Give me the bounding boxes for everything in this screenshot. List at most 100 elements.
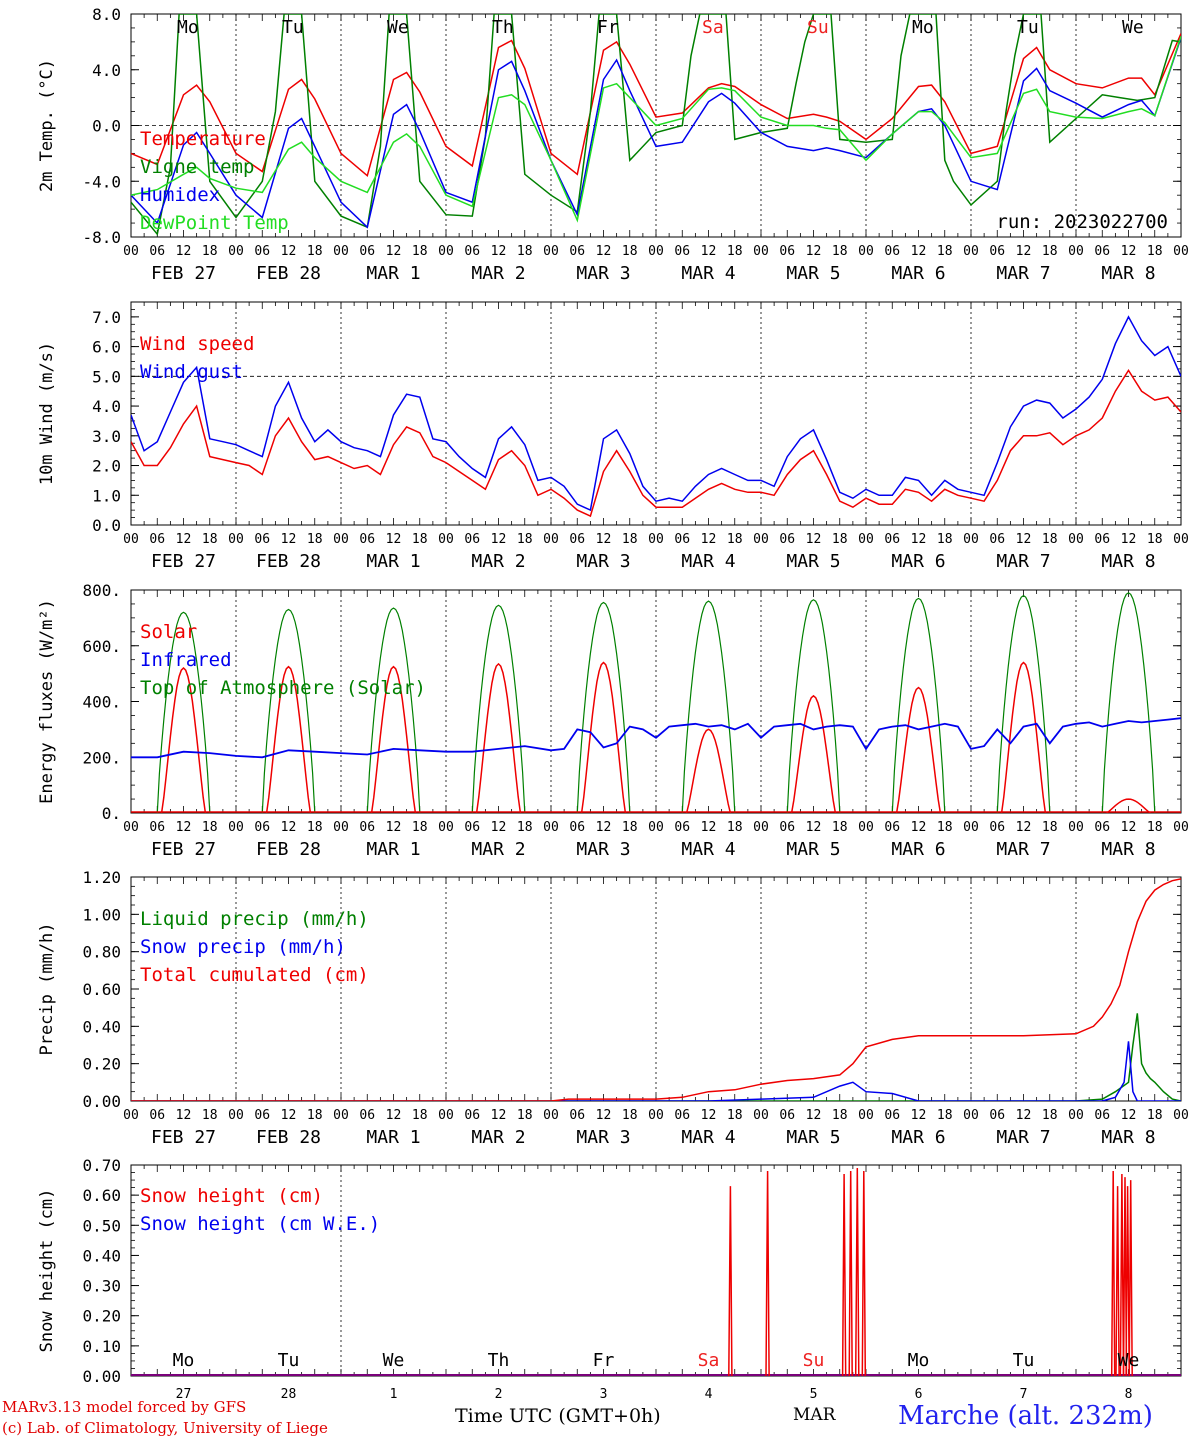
solar-day-7 xyxy=(790,694,837,813)
y-tick-label: 2.0 xyxy=(92,457,121,476)
day-label: MAR 2 xyxy=(471,839,525,860)
credit-line-1: MARv3.13 model forced by GFS xyxy=(2,1398,247,1416)
legend-entry: Humidex xyxy=(140,184,220,206)
weekday-label-bottom: Mo xyxy=(173,1350,195,1371)
y-tick-label: 0. xyxy=(102,804,121,823)
snow-spike xyxy=(854,1167,860,1376)
solar-day-1 xyxy=(160,666,207,813)
day-label: MAR 4 xyxy=(681,1127,735,1148)
day-label: MAR 7 xyxy=(996,839,1050,860)
hour-tick-label: 18 xyxy=(202,244,218,259)
y-tick-label: 0.70 xyxy=(82,1156,121,1175)
solar-day-4 xyxy=(475,662,522,813)
y-tick-label: 0.60 xyxy=(82,1186,121,1205)
hour-tick-label: 12 xyxy=(176,1108,192,1123)
hour-tick-label: 12 xyxy=(1016,820,1032,835)
y-tick-label: 0.50 xyxy=(82,1216,121,1235)
hour-tick-label: 12 xyxy=(701,1108,717,1123)
day-number-label: 4 xyxy=(705,1387,713,1402)
hour-tick-label: 18 xyxy=(517,820,533,835)
snow-spike xyxy=(765,1170,770,1376)
y-axis-label: Energy fluxes (W/m²) xyxy=(37,599,57,804)
hour-tick-label: 12 xyxy=(596,532,612,547)
hour-tick-label: 18 xyxy=(727,244,743,259)
weekday-label-top: We xyxy=(1122,17,1144,38)
hour-tick-label: 06 xyxy=(254,244,270,259)
hour-tick-label: 12 xyxy=(176,820,192,835)
hour-tick-label: 12 xyxy=(491,820,507,835)
day-label: FEB 28 xyxy=(256,1127,321,1148)
hour-tick-label: 00 xyxy=(333,1108,349,1123)
hour-tick-label: 12 xyxy=(806,820,822,835)
solar-day-10 xyxy=(1106,798,1151,813)
weekday-label-bottom: Su xyxy=(803,1350,825,1371)
hour-tick-label: 18 xyxy=(412,244,428,259)
hour-tick-label: 12 xyxy=(281,532,297,547)
hour-tick-label: 06 xyxy=(674,532,690,547)
hour-tick-label: 00 xyxy=(858,244,874,259)
hour-tick-label: 18 xyxy=(832,532,848,547)
hour-tick-label: 12 xyxy=(491,532,507,547)
legend-entry: Snow height (cm) xyxy=(140,1185,323,1207)
hour-tick-label: 18 xyxy=(622,820,638,835)
hour-tick-label: 18 xyxy=(832,1108,848,1123)
hour-tick-label: 06 xyxy=(359,532,375,547)
run-label: run: 2023022700 xyxy=(996,211,1168,233)
weekday-label-top: Tu xyxy=(1017,17,1039,38)
day-number-label: 8 xyxy=(1125,1387,1133,1402)
snow-spike xyxy=(1128,1180,1133,1376)
day-number-label: 3 xyxy=(600,1387,608,1402)
weekday-label-top: Th xyxy=(492,17,514,38)
day-number-label: 27 xyxy=(176,1387,192,1402)
day-label: MAR 5 xyxy=(786,1127,840,1148)
y-tick-label: 600. xyxy=(82,637,121,656)
weekday-label-top: Fr xyxy=(597,17,619,38)
hour-tick-label: 18 xyxy=(832,244,848,259)
series-group xyxy=(131,592,1181,813)
day-label: MAR 6 xyxy=(891,1127,945,1148)
legend-entry: DewPoint Temp xyxy=(140,212,289,234)
toa-solar-day-5 xyxy=(576,601,631,813)
weekday-label-bottom: We xyxy=(383,1350,405,1371)
hour-tick-label: 12 xyxy=(386,532,402,547)
hour-tick-label: 00 xyxy=(963,244,979,259)
day-number-label: 1 xyxy=(390,1387,398,1402)
hour-tick-label: 00 xyxy=(1173,244,1189,259)
snow-spike xyxy=(848,1170,853,1376)
hour-tick-label: 00 xyxy=(963,1108,979,1123)
hour-tick-label: 06 xyxy=(359,244,375,259)
hour-tick-label: 06 xyxy=(569,820,585,835)
series-line-total-cumulated-cm- xyxy=(131,878,1181,1101)
day-label: MAR 4 xyxy=(681,551,735,572)
y-tick-label: 4.0 xyxy=(92,61,121,80)
day-label: FEB 27 xyxy=(151,1127,216,1148)
hour-tick-label: 18 xyxy=(202,1108,218,1123)
weekday-label-bottom: Mo xyxy=(908,1350,930,1371)
hour-tick-label: 06 xyxy=(884,532,900,547)
day-label: MAR 5 xyxy=(786,551,840,572)
hour-tick-label: 00 xyxy=(1068,532,1084,547)
y-tick-label: 0.80 xyxy=(82,943,121,962)
hour-tick-label: 00 xyxy=(858,532,874,547)
day-label: FEB 27 xyxy=(151,551,216,572)
y-tick-label: 0.00 xyxy=(82,1367,121,1386)
hour-tick-label: 06 xyxy=(779,1108,795,1123)
y-tick-label: 4.0 xyxy=(92,397,121,416)
hour-tick-label: 06 xyxy=(1094,532,1110,547)
credit-line-2: (c) Lab. of Climatology, University of L… xyxy=(2,1419,328,1437)
hour-tick-label: 00 xyxy=(333,244,349,259)
hour-tick-label: 00 xyxy=(543,1108,559,1123)
y-tick-label: 1.0 xyxy=(92,486,121,505)
day-label: MAR 3 xyxy=(576,551,630,572)
day-label: MAR 3 xyxy=(576,263,630,284)
y-tick-label: 400. xyxy=(82,693,121,712)
toa-solar-day-6 xyxy=(681,600,736,813)
hour-tick-label: 18 xyxy=(1147,1108,1163,1123)
series-group xyxy=(131,14,1181,236)
hour-tick-label: 18 xyxy=(412,532,428,547)
hour-tick-label: 12 xyxy=(911,820,927,835)
hour-tick-label: 12 xyxy=(1121,244,1137,259)
hour-tick-label: 12 xyxy=(911,532,927,547)
solar-day-5 xyxy=(580,661,627,813)
